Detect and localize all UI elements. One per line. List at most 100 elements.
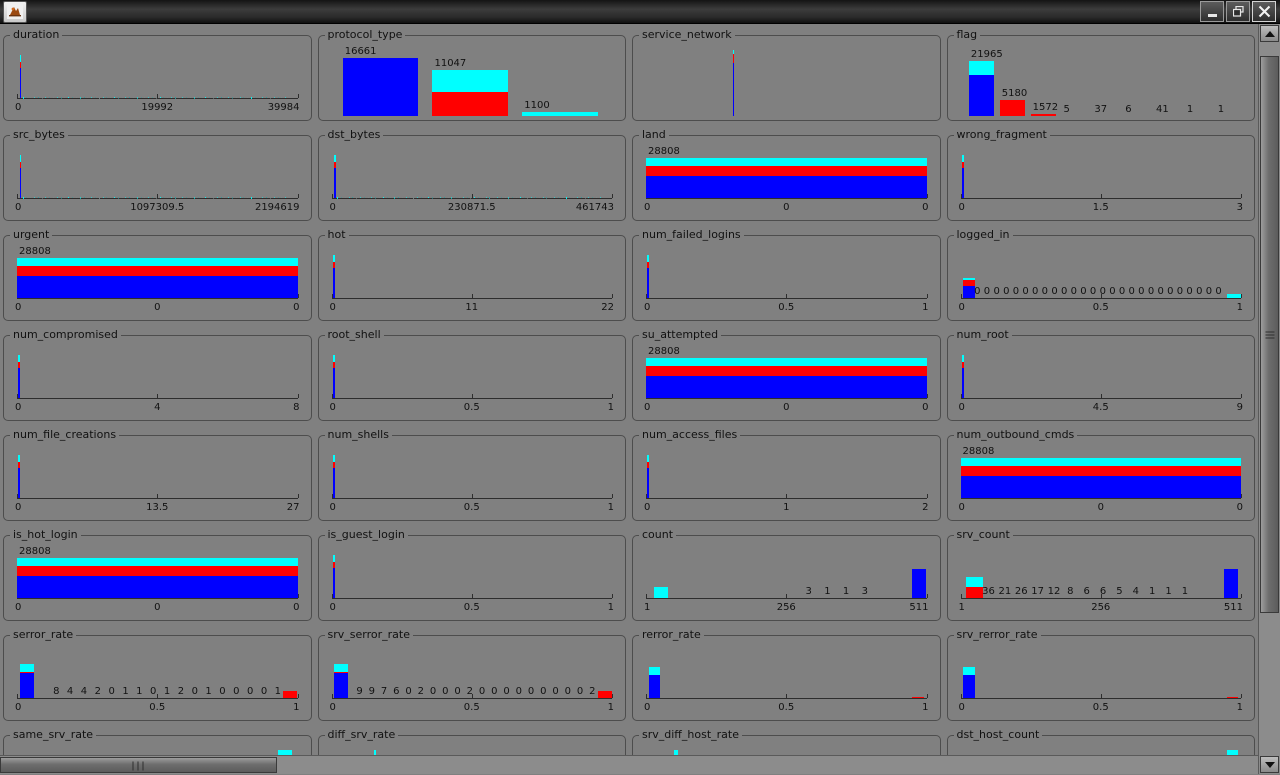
panel-frame [632,235,941,321]
horizontal-scrollbar[interactable] [0,755,1258,774]
plot-area: 0 11 22 [319,242,626,320]
attribute-panel[interactable]: is_guest_login 0 0.5 1 [317,528,626,621]
attribute-panel[interactable]: hot 0 11 22 [317,228,626,321]
axis-tick [926,294,928,298]
baseline-speckle [190,197,192,198]
baseline-speckle [129,197,131,198]
axis-tick [646,594,647,598]
attribute-panel[interactable]: srv_rerror_rate 0 0.5 1 [946,628,1255,721]
axis-tick [612,394,613,398]
scroll-down-button[interactable] [1260,756,1279,773]
axis-tick-label: 1 [1236,702,1243,713]
axis-tick-label: 0 [329,302,336,313]
scroll-up-arrow [1264,30,1275,37]
minimize-button[interactable] [1200,1,1224,22]
baseline-speckle [83,197,85,198]
baseline-speckle [561,197,563,198]
axis-tick [612,494,613,498]
panel-frame [317,535,626,621]
attribute-panel[interactable]: duration 0 19992 39984 [3,28,312,121]
baseline-speckle [216,197,218,198]
axis-tick [157,494,159,498]
bin-count-label: 2 [417,686,424,697]
bar-value-label: 6 [1125,104,1132,115]
attribute-panel[interactable]: num_outbound_cmds 0 0 0 28808 [946,428,1255,521]
axis-tick-label: 0 [644,302,651,313]
bin-count-label: 1 [824,586,831,597]
attribute-panel[interactable]: root_shell 0 0.5 1 [317,328,626,421]
axis-tick-label: 0.5 [1092,702,1109,713]
histogram-bar [332,368,335,398]
baseline-speckle [159,197,161,198]
panel-frame [317,35,626,121]
baseline-speckle [178,197,180,198]
histogram-bar [17,265,298,277]
bar-value-label: 21965 [970,48,1003,60]
attribute-panel[interactable]: count 1 256 511 3 1 1 3 [632,528,941,621]
attribute-panel[interactable]: dst_host_count [946,728,1255,755]
attribute-panel[interactable]: num_access_files 0 1 2 [632,428,941,521]
attribute-panel[interactable]: protocol_type 16661 11047 1100 [317,28,626,121]
attribute-panel[interactable]: service_network [632,28,941,121]
histogram-bar [19,168,22,198]
attribute-panel[interactable]: same_srv_rate [3,728,312,755]
bin-count-label: 0 [478,686,486,697]
axis-tick-label: 1 [607,602,614,613]
attribute-panel[interactable]: wrong_fragment 0 1.5 3 [946,128,1255,221]
histogram-bar [966,576,983,588]
baseline-speckle [121,197,123,198]
attribute-panel[interactable]: dst_bytes 0 230871.5 461743 [317,128,626,221]
baseline-speckle [228,197,230,198]
histogram-bar [960,465,1241,477]
attribute-panel[interactable]: num_shells 0 0.5 1 [317,428,626,521]
bin-count-label: 0 [1118,286,1126,297]
baseline-speckle [352,197,354,198]
bin-count-label: 0 [1176,286,1184,297]
window-titlebar[interactable] [0,0,1280,24]
attribute-panel[interactable]: flag 21965 5180 1572 5 37 6 41 1 1 [946,28,1255,121]
bin-count-label: 8 [1067,586,1074,597]
axis-tick [612,194,613,198]
close-button[interactable] [1252,1,1276,22]
attribute-panel[interactable]: num_file_creations 0 13.5 27 [3,428,312,521]
panel-title: count [639,528,677,541]
histogram-bar [968,75,995,116]
scroll-up-button[interactable] [1260,25,1279,42]
attribute-panel[interactable]: num_failed_logins 0 0.5 1 [632,228,941,321]
bin-count-label: 1 [1148,586,1156,597]
histogram-bar [647,262,650,269]
vertical-scrollbar[interactable] [1258,24,1280,774]
attribute-panel[interactable]: su_attempted 0 0 0 28808 [632,328,941,421]
horizontal-scrollbar-thumb[interactable] [0,757,277,773]
axis-tick-label: 0 [922,402,929,413]
histogram-bar [646,165,927,177]
attribute-panel[interactable]: srv_diff_host_rate [632,728,941,755]
attribute-panel[interactable]: logged_in 0 0.5 1 0 0 0 0 0 0 0 0 0 0 0 0 0 0 0 0 0 0 0 0 0 0 0 0 0 0 [946,228,1255,321]
baseline-speckle [26,197,28,198]
baseline-speckle [205,197,207,198]
attribute-panel[interactable]: srv_serror_rate 0 0.5 1 9 9 7 6 0 2 0 0 0 2 0 0 0 0 0 0 0 0 0 2 [317,628,626,721]
panel-frame [946,35,1255,121]
bin-count-label: 2 [177,686,185,697]
axis-tick [471,294,473,298]
attribute-panel[interactable]: land 0 0 0 28808 [632,128,941,221]
attribute-panel[interactable]: serror_rate 0 0.5 1 8 4 4 2 0 1 1 0 1 2 0 1 0 0 0 0 1 [3,628,312,721]
vertical-scrollbar-thumb[interactable] [1260,56,1279,614]
attribute-panel[interactable]: num_compromised 0 4 8 [3,328,312,421]
attribute-panel[interactable]: src_bytes 0 1097309.5 2194619 [3,128,312,221]
attribute-panel[interactable]: diff_srv_rate [317,728,626,755]
histogram-bar [334,673,349,698]
attribute-panel[interactable]: is_hot_login 0 0 0 28808 [3,528,312,621]
baseline-speckle [64,197,66,198]
plot-area: 0 0.5 1 [319,542,626,620]
axis-tick [297,94,299,98]
attribute-panel[interactable]: rerror_rate 0 0.5 1 [632,628,941,721]
attribute-panel[interactable]: urgent 0 0 0 28808 [3,228,312,321]
panel-frame [946,435,1255,521]
axis-tick-label: 0 [644,402,651,413]
attribute-panel[interactable]: srv_count 1 256 511 36 21 26 17 12 8 6 6 5 4 1 1 1 [946,528,1255,621]
attribute-panel[interactable]: num_root 0 4.5 9 [946,328,1255,421]
baseline-speckle [474,197,476,198]
maximize-button[interactable] [1226,1,1250,22]
axis-tick-label: 1 [607,702,614,713]
